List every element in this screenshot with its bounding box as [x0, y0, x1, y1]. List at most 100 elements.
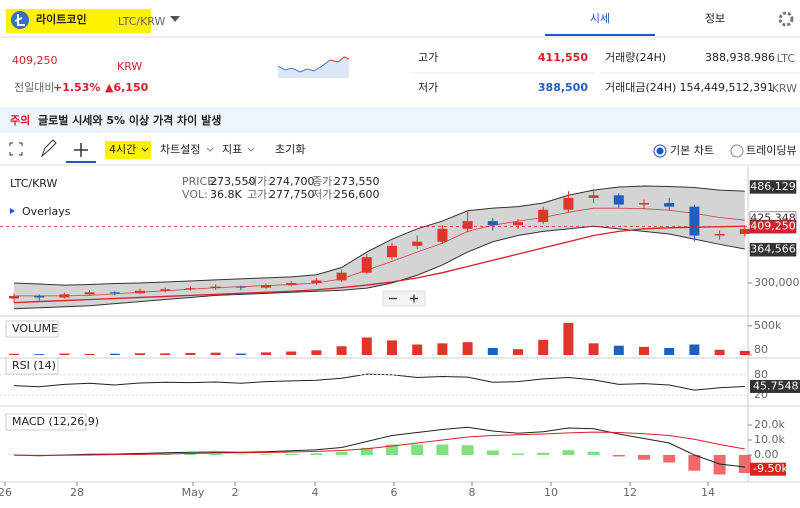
settings-icon[interactable] — [778, 11, 794, 27]
volume-bar — [59, 353, 70, 355]
coin-logo-glyph — [14, 14, 25, 26]
macd-histogram — [411, 444, 424, 455]
volume-bar — [84, 353, 95, 355]
highlight — [6, 9, 151, 33]
stat-label: 고가 — [418, 51, 438, 64]
macd-histogram — [612, 454, 625, 457]
stat-value: 411,550 — [538, 51, 588, 64]
y-tick-label: 10.0k — [754, 433, 785, 446]
crosshair-icon[interactable] — [74, 143, 88, 157]
overlays-arrow — [10, 208, 15, 214]
macd-histogram — [184, 453, 197, 455]
stat-label: 저가 — [418, 81, 438, 94]
symbol: LTC/KRW — [10, 177, 57, 190]
lower-band — [13, 225, 745, 310]
x-tick-label: 12 — [623, 486, 637, 499]
coin-logo — [11, 11, 29, 29]
volume-bar — [311, 350, 322, 355]
volume-bar — [613, 345, 624, 355]
info-value: 36.8K — [210, 188, 242, 201]
stat-unit: KRW — [772, 82, 797, 95]
candle-body — [387, 245, 397, 258]
info-label: 고가: — [247, 188, 271, 201]
volume-bar — [160, 353, 171, 355]
macd-histogram — [688, 454, 701, 471]
volume-bar — [437, 343, 448, 355]
info-value: 273,550 — [210, 175, 256, 188]
coin-pair: LTC/KRW — [118, 15, 165, 28]
dropdown[interactable] — [170, 16, 180, 22]
x-tick-label: 4 — [312, 486, 319, 499]
panel-title: MACD (12,26,9) — [12, 415, 99, 428]
macd-histogram — [461, 445, 474, 455]
x-tick-label: 2 — [232, 486, 239, 499]
rsi-current: 45.7548117 — [753, 379, 800, 392]
x-tick-label: 28 — [70, 486, 84, 499]
sparkline — [277, 59, 331, 73]
chevron — [206, 147, 214, 152]
volume-bar — [361, 337, 372, 355]
macd-histogram — [335, 451, 348, 455]
macd-histogram — [562, 450, 575, 455]
volume-bar — [538, 339, 549, 355]
macd-histogram — [285, 453, 298, 455]
chart-mode[interactable]: 기본 차트 — [670, 144, 714, 157]
y-tick-label: 20.0k — [754, 418, 785, 431]
price-label: 409,250 — [750, 220, 796, 233]
panel-title: RSI (14) — [12, 359, 56, 372]
rsi-current-box — [750, 379, 800, 393]
toolbar-item[interactable]: 초기화 — [275, 143, 305, 156]
volume-bar — [563, 322, 574, 355]
x-tick-label: 10 — [544, 486, 558, 499]
price-label-box — [749, 219, 797, 234]
radio[interactable] — [653, 144, 667, 158]
toolbar-item[interactable]: 차트설정 — [160, 143, 200, 156]
stat-value: 388,500 — [538, 81, 588, 94]
candle-body — [689, 206, 700, 236]
rsi-line — [13, 373, 745, 391]
candle-body — [311, 280, 322, 284]
x-tick-label: 14 — [701, 486, 715, 499]
chart-mode[interactable]: 트레이딩뷰 — [746, 144, 797, 157]
info-label: 시가: — [247, 175, 271, 188]
candle-body — [185, 288, 196, 290]
volume-bar — [286, 351, 297, 355]
x-tick-label: 8 — [469, 486, 476, 499]
interval[interactable]: 4시간 — [109, 143, 136, 156]
panel-title-box — [5, 413, 87, 431]
candle-body — [739, 228, 750, 234]
info-value: 277,750 — [269, 188, 315, 201]
stat-label: 거래대금(24H) — [605, 81, 676, 94]
signal-line — [13, 431, 745, 456]
panel-title: VOLUME — [12, 322, 58, 335]
volume-bar — [639, 346, 649, 355]
notice-bar — [0, 107, 800, 133]
x-tick-label: May — [182, 486, 205, 499]
volume-bar — [185, 352, 196, 355]
fullscreen-icon[interactable] — [9, 142, 23, 156]
tab-underline — [545, 34, 655, 36]
macd-histogram — [713, 454, 726, 475]
macd-histogram — [512, 453, 524, 455]
macd-histogram — [209, 453, 222, 455]
radio[interactable] — [730, 144, 744, 158]
y-tick-label: 80 — [754, 343, 768, 356]
tab[interactable]: 시세 — [590, 12, 610, 25]
sparkline — [329, 56, 350, 63]
zoom-icons — [389, 294, 418, 303]
volume-bar — [235, 353, 246, 355]
candle-body — [135, 290, 145, 294]
currency: KRW — [117, 60, 142, 73]
candle-body — [109, 292, 120, 294]
change-pct: +1.53% — [53, 81, 100, 94]
macd-current: -9.50k — [753, 462, 788, 475]
toolbar-item[interactable]: 지표 — [222, 143, 242, 156]
candle-body — [613, 195, 624, 205]
upper-band — [13, 185, 745, 286]
draw-icon[interactable] — [40, 139, 57, 158]
tab[interactable]: 정보 — [705, 12, 725, 25]
volume-bar — [664, 348, 675, 355]
candle-body — [563, 197, 574, 210]
volume-bar — [9, 353, 19, 355]
